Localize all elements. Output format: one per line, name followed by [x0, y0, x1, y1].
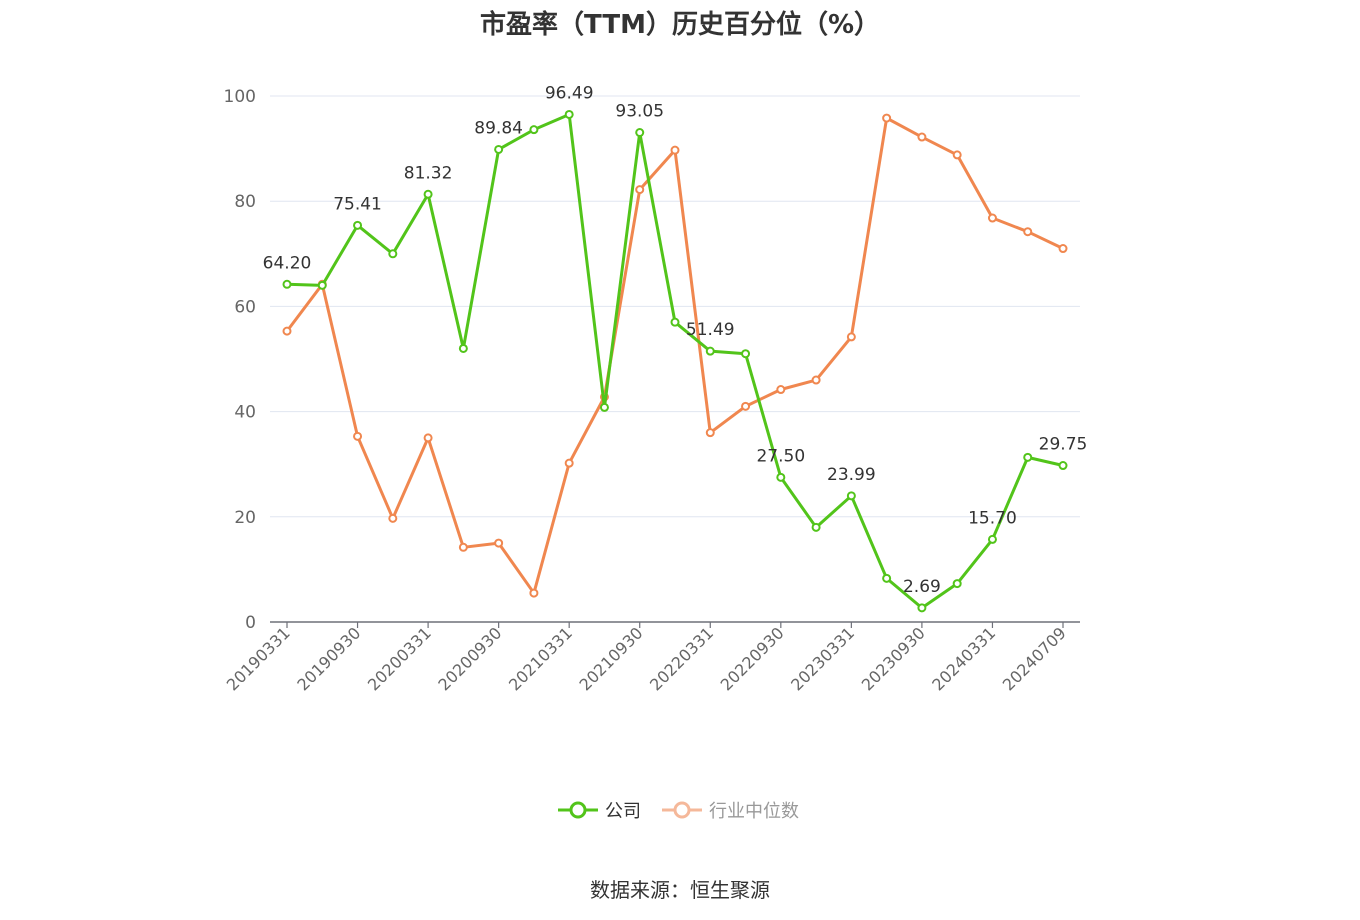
data-point[interactable] [670, 317, 680, 327]
x-tick-label: 20210331 [505, 623, 576, 694]
data-point[interactable] [423, 189, 433, 199]
data-label: 64.20 [263, 253, 312, 273]
data-point[interactable] [987, 534, 997, 544]
data-label: 23.99 [827, 465, 876, 485]
data-label: 15.70 [968, 508, 1017, 528]
x-tick-label: 20230930 [858, 623, 929, 694]
data-point[interactable] [846, 332, 856, 342]
y-tick-label: 40 [234, 403, 256, 423]
legend[interactable]: 公司 行业中位数 [558, 801, 799, 822]
data-label: 29.75 [1039, 435, 1088, 455]
legend-item-1[interactable]: 行业中位数 [662, 801, 799, 822]
data-point[interactable] [882, 573, 892, 583]
data-point[interactable] [564, 458, 574, 468]
data-label: 81.32 [404, 163, 453, 183]
series-line [286, 112, 1064, 610]
data-point[interactable] [1023, 452, 1033, 462]
data-point[interactable] [494, 144, 504, 154]
data-point[interactable] [529, 125, 539, 135]
y-tick-label: 0 [245, 613, 256, 633]
data-point[interactable] [1058, 244, 1068, 254]
y-tick-label: 100 [224, 87, 256, 107]
data-point[interactable] [635, 185, 645, 195]
x-tick-label: 20240709 [999, 623, 1070, 694]
data-label: 2.69 [903, 577, 941, 597]
data-point[interactable] [282, 326, 292, 336]
data-label: 93.05 [615, 102, 664, 122]
data-point[interactable] [458, 343, 468, 353]
data-point[interactable] [670, 145, 680, 155]
data-point[interactable] [952, 150, 962, 160]
legend-label: 行业中位数 [709, 801, 799, 822]
data-label: 27.50 [756, 446, 805, 466]
grid-lines [270, 95, 1080, 518]
data-point[interactable] [635, 128, 645, 138]
data-point[interactable] [353, 220, 363, 230]
legend-marker [673, 801, 691, 819]
x-tick-label: 20230331 [787, 623, 858, 694]
data-point[interactable] [952, 579, 962, 589]
data-label: 96.49 [545, 83, 594, 103]
data-point[interactable] [741, 349, 751, 359]
data-point[interactable] [917, 603, 927, 613]
data-point[interactable] [811, 522, 821, 532]
chart-title: 市盈率（TTM）历史百分位（%） [480, 10, 880, 40]
y-tick-label: 80 [234, 192, 256, 212]
x-tick-label: 20240331 [928, 623, 999, 694]
legend-marker [569, 801, 587, 819]
data-label: 75.41 [333, 194, 382, 214]
data-point[interactable] [846, 491, 856, 501]
series-0 [282, 109, 1068, 613]
data-point[interactable] [388, 513, 398, 523]
data-point[interactable] [317, 280, 327, 290]
data-point[interactable] [599, 402, 609, 412]
y-tick-label: 60 [234, 297, 256, 317]
data-point[interactable] [282, 279, 292, 289]
series-lines [282, 109, 1068, 613]
data-point[interactable] [776, 385, 786, 395]
data-point[interactable] [1058, 461, 1068, 471]
data-point[interactable] [564, 109, 574, 119]
series-line [285, 116, 1064, 595]
x-tick-label: 20190930 [293, 623, 364, 694]
series-1 [282, 113, 1068, 598]
data-point[interactable] [353, 431, 363, 441]
source-note: 数据来源：恒生聚源 [590, 878, 770, 902]
legend-item-0[interactable]: 公司 [558, 801, 641, 822]
x-tick-label: 20190331 [223, 623, 294, 694]
legend-label: 公司 [605, 801, 641, 822]
x-tick-label: 20210930 [576, 623, 647, 694]
x-tick-label: 20220331 [646, 623, 717, 694]
data-label: 89.84 [474, 118, 523, 138]
data-point[interactable] [494, 538, 504, 548]
data-point[interactable] [987, 213, 997, 223]
data-point[interactable] [917, 132, 927, 142]
data-point[interactable] [705, 346, 715, 356]
y-tick-label: 20 [234, 508, 256, 528]
data-point[interactable] [458, 542, 468, 552]
data-point[interactable] [423, 433, 433, 443]
data-label: 51.49 [686, 320, 735, 340]
data-point[interactable] [705, 428, 715, 438]
x-tick-label: 20200930 [434, 623, 505, 694]
data-point[interactable] [811, 375, 821, 385]
x-tick-label: 20220930 [717, 623, 788, 694]
data-point[interactable] [388, 249, 398, 259]
data-point[interactable] [1023, 227, 1033, 237]
data-point[interactable] [882, 113, 892, 123]
data-point[interactable] [776, 472, 786, 482]
data-point[interactable] [741, 401, 751, 411]
data-point[interactable] [529, 588, 539, 598]
x-tick-label: 20200331 [364, 623, 435, 694]
data-labels: 64.20 75.41 81.32 89.84 96.49 93.05 51.49 27.50… [263, 83, 1088, 596]
